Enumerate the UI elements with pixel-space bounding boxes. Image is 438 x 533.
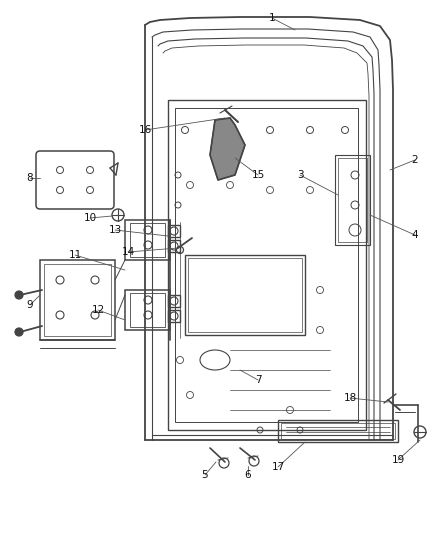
- Text: 7: 7: [254, 375, 261, 385]
- Bar: [281, 423, 395, 439]
- Text: 18: 18: [343, 393, 357, 403]
- Bar: [335, 155, 370, 245]
- Bar: [168, 295, 180, 307]
- Circle shape: [15, 328, 23, 336]
- Bar: [278, 420, 398, 442]
- Text: 13: 13: [108, 225, 122, 235]
- Bar: [125, 220, 170, 260]
- Text: 5: 5: [201, 470, 208, 480]
- Bar: [168, 240, 180, 252]
- Bar: [125, 290, 170, 330]
- Bar: [40, 260, 115, 340]
- Text: 3: 3: [297, 170, 303, 180]
- Text: 4: 4: [412, 230, 418, 240]
- Text: 2: 2: [412, 155, 418, 165]
- Bar: [338, 158, 367, 242]
- Bar: [188, 258, 302, 332]
- Polygon shape: [210, 118, 245, 180]
- Bar: [175, 108, 358, 422]
- Bar: [130, 223, 165, 257]
- Text: 12: 12: [92, 305, 105, 315]
- Bar: [168, 225, 180, 237]
- Bar: [185, 255, 305, 335]
- Bar: [168, 100, 366, 430]
- Text: 1: 1: [268, 13, 276, 23]
- Text: 14: 14: [121, 247, 134, 257]
- Text: 6: 6: [245, 470, 251, 480]
- Text: 19: 19: [392, 455, 405, 465]
- Text: 11: 11: [68, 250, 81, 260]
- Text: 10: 10: [83, 213, 96, 223]
- Circle shape: [15, 291, 23, 299]
- Bar: [130, 293, 165, 327]
- Text: 9: 9: [27, 300, 33, 310]
- Bar: [168, 310, 180, 322]
- Text: 15: 15: [251, 170, 265, 180]
- Bar: [44, 264, 111, 336]
- Text: 16: 16: [138, 125, 152, 135]
- Text: 17: 17: [272, 462, 285, 472]
- Text: 8: 8: [27, 173, 33, 183]
